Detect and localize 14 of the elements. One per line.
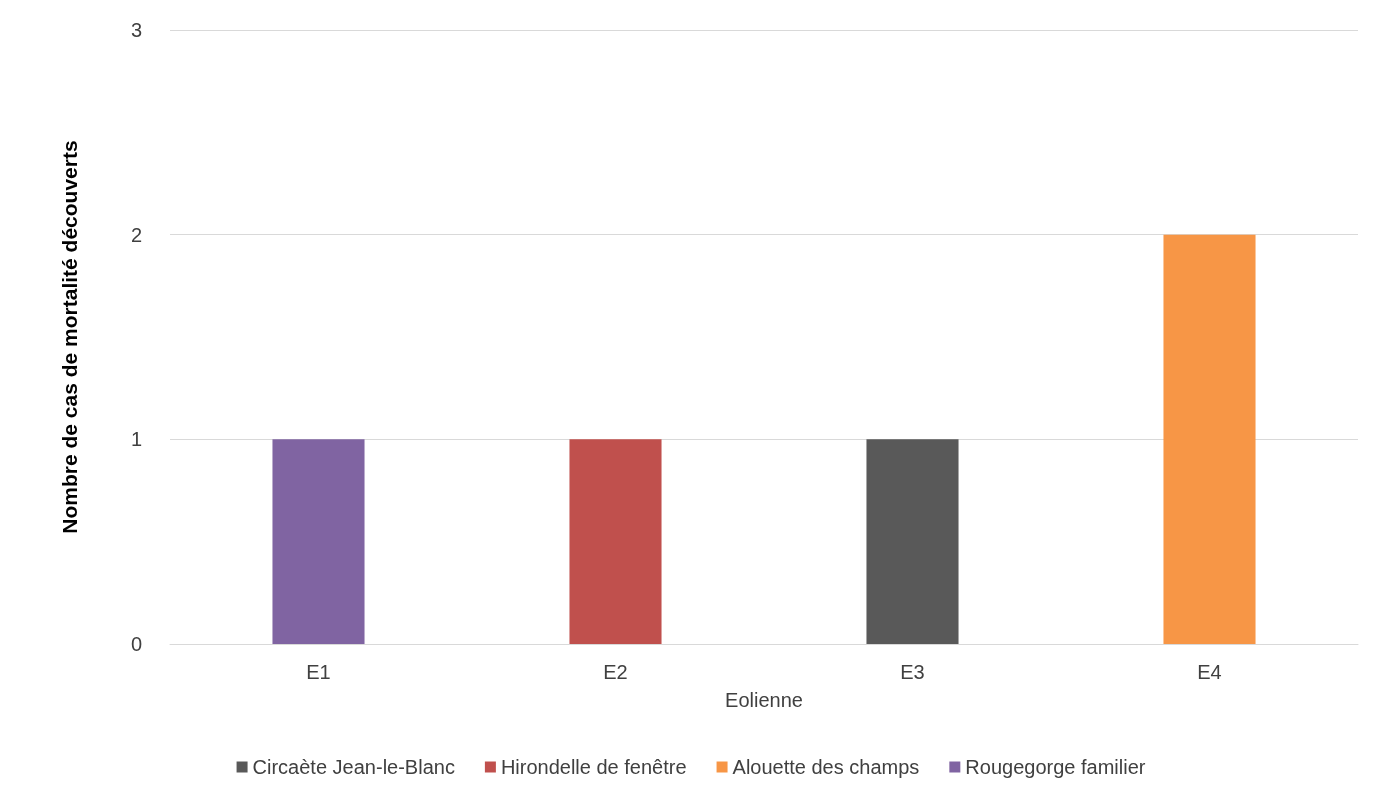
legend-label: Alouette des champs: [732, 756, 920, 778]
x-tick-label: E4: [1197, 661, 1222, 683]
x-tick-label: E1: [306, 661, 331, 683]
x-tick-label: E2: [603, 661, 628, 683]
y-tick-label: 1: [130, 428, 142, 451]
y-tick-label: 0: [130, 633, 142, 655]
y-tick-label: 3: [130, 19, 142, 41]
y-axis-title: Nombre de cas de mortalité découverts: [58, 140, 81, 534]
legend-label: Hirondelle de fenêtre: [500, 756, 687, 778]
y-tick-label: 2: [130, 223, 142, 246]
x-axis-title: Eolienne: [725, 689, 803, 711]
legend-label: Rougegorge familier: [965, 756, 1146, 778]
legend-label: Circaète Jean-le-Blanc: [252, 756, 455, 778]
x-tick-label: E3: [900, 661, 925, 683]
